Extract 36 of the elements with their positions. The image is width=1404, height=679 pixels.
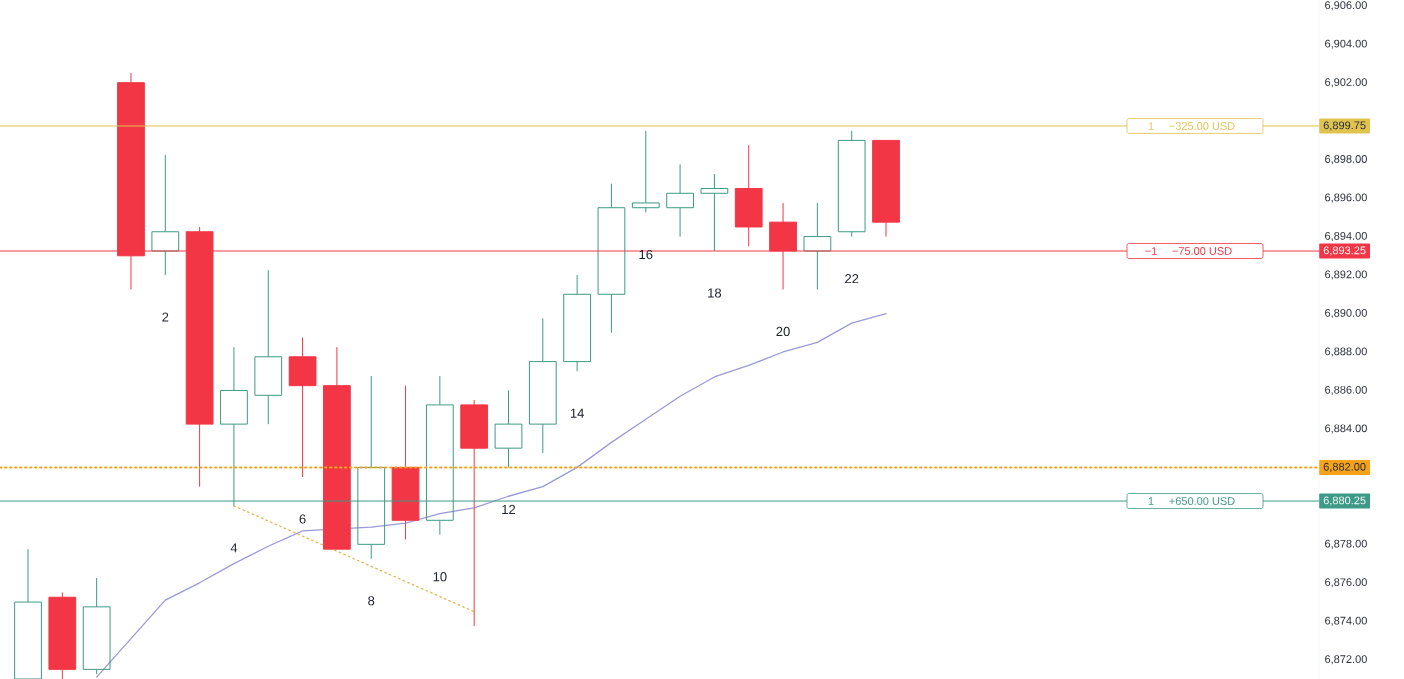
y-tick-label: 6,888.00 [1325, 347, 1367, 357]
y-tick-label: 6,872.00 [1325, 655, 1367, 665]
y-tick-label: 6,890.00 [1325, 308, 1367, 319]
text: 22 [845, 274, 859, 284]
text: 10 [433, 572, 447, 582]
text: 6 [299, 514, 306, 524]
text: 12 [502, 504, 516, 514]
ref-line-label: 6,882.00 [1323, 462, 1366, 472]
text: 14 [570, 408, 584, 418]
annotation: −1 [1145, 247, 1157, 255]
y-tick-label: 6,884.00 [1325, 424, 1367, 434]
y-tick-label: 6,876.00 [1325, 578, 1367, 588]
ref-line-label: 6,893.25 [1323, 246, 1366, 256]
y-tick-label: 6,896.00 [1325, 193, 1367, 203]
annotation: −325.00 USD [1169, 122, 1235, 130]
annotation: 1 [1148, 122, 1154, 130]
y-tick-label: 6,902.00 [1325, 78, 1367, 88]
y-tick-label: 6,904.00 [1325, 39, 1367, 49]
ref-line-label: 6,899.75 [1323, 121, 1366, 131]
text: 18 [708, 288, 722, 298]
y-tick-label: 6,906.00 [1325, 1, 1367, 11]
annotation: 1 [1148, 497, 1154, 505]
y-tick-label: 6,898.00 [1325, 155, 1367, 165]
y-tick-label: 6,894.00 [1325, 232, 1367, 242]
text: 4 [230, 543, 238, 553]
ref-line-label: 6,880.25 [1323, 496, 1366, 506]
text: 8 [368, 596, 375, 606]
annotation: −75.00 USD [1172, 247, 1232, 255]
y-tick-label: 6,892.00 [1325, 270, 1367, 280]
y-tick-label: 6,878.00 [1325, 539, 1367, 549]
text: 16 [639, 249, 653, 260]
text: 2 [162, 312, 169, 322]
annotation: +650.00 USD [1169, 497, 1235, 505]
y-tick-label: 6,886.00 [1325, 385, 1367, 395]
y-tick-label: 6,874.00 [1325, 616, 1367, 626]
text: 20 [776, 326, 790, 337]
